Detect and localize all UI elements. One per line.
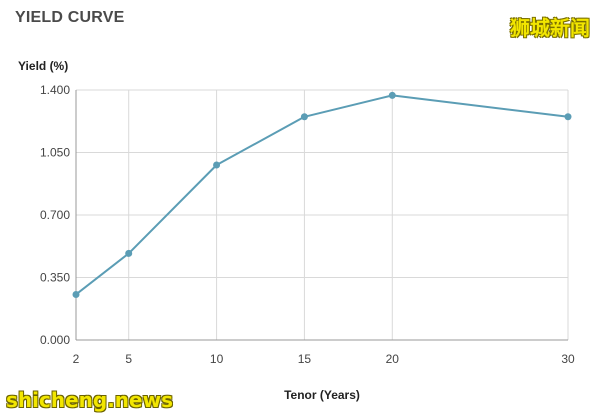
x-tick-label: 30 bbox=[561, 352, 575, 366]
x-tick-label: 5 bbox=[125, 352, 132, 366]
data-point[interactable] bbox=[125, 249, 133, 257]
series-line bbox=[75, 94, 569, 296]
y-tick-label: 0.700 bbox=[40, 208, 70, 222]
data-point[interactable] bbox=[213, 161, 221, 169]
x-tick-label: 10 bbox=[210, 352, 224, 366]
y-axis-label: Yield (%) bbox=[18, 59, 68, 73]
chart-title: YIELD CURVE bbox=[15, 9, 125, 26]
x-axis-label: Tenor (Years) bbox=[284, 388, 360, 402]
y-tick-label: 0.000 bbox=[40, 333, 70, 347]
x-tick-label: 15 bbox=[298, 352, 312, 366]
data-point[interactable] bbox=[388, 91, 396, 99]
watermark-url: shicheng.news bbox=[6, 388, 173, 412]
data-point[interactable] bbox=[564, 113, 572, 121]
y-tick-label: 1.050 bbox=[40, 146, 70, 160]
y-tick-label: 1.400 bbox=[40, 83, 70, 97]
data-point[interactable] bbox=[300, 113, 308, 121]
x-tick-label: 20 bbox=[386, 352, 400, 366]
y-tick-label: 0.350 bbox=[40, 271, 70, 285]
x-tick-label: 2 bbox=[73, 352, 80, 366]
data-point[interactable] bbox=[72, 290, 80, 298]
watermark-logo: 狮城新闻 bbox=[510, 16, 590, 40]
